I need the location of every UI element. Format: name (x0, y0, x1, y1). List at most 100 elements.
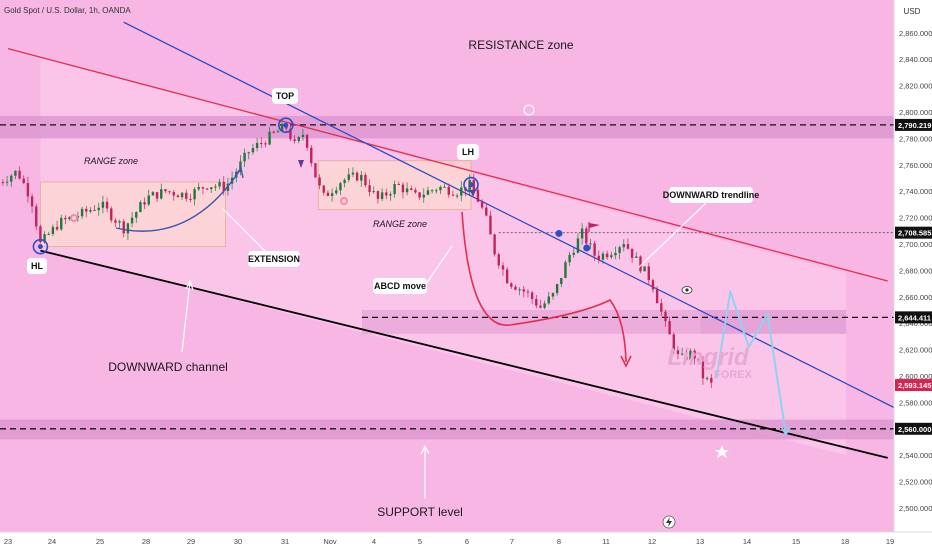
candle-body (14, 170, 17, 176)
candle-body (47, 233, 50, 235)
price-tick-label: 2,860.000 (899, 29, 932, 38)
candle-body (110, 208, 113, 221)
price-tick-label: 2,540.000 (899, 451, 932, 460)
candle-body (51, 226, 55, 234)
candle-body (18, 170, 21, 179)
candle-body (272, 131, 275, 133)
candle-body (293, 139, 296, 142)
candle-body (701, 361, 705, 379)
time-tick-label: 11 (602, 537, 610, 546)
candle-body (385, 192, 388, 196)
price-tag-label: 2,644.411 (898, 313, 931, 322)
candle-body (64, 217, 67, 220)
candle-body (80, 208, 84, 217)
candle-body (705, 377, 709, 379)
candle-body (93, 210, 96, 212)
time-tick-label: 24 (48, 537, 56, 546)
abcd-curve-head (620, 355, 632, 368)
candle-body (572, 252, 575, 255)
candle-body (351, 172, 355, 175)
candle-body (114, 220, 117, 223)
time-tick-label: 15 (792, 537, 800, 546)
support-level-label: SUPPORT level (377, 505, 463, 519)
candle-body (247, 152, 250, 154)
candle-body (5, 181, 9, 183)
candle-body (501, 265, 505, 270)
candle-body (685, 353, 688, 360)
candle-body (189, 198, 192, 200)
touch-point-1 (555, 229, 563, 237)
time-tick-label: Nov (323, 537, 337, 546)
candle-body (439, 186, 442, 191)
extension-label: EXTENSION (248, 254, 300, 264)
time-tick-label: 31 (281, 537, 289, 546)
price-axis[interactable]: 2,500.000 2,520.000 2,540.000 2,560.000 2,58… (893, 0, 932, 550)
candle-body (643, 266, 646, 272)
candle-body (43, 234, 46, 243)
candle-body (589, 243, 592, 245)
key-point-dot-top (283, 122, 289, 128)
candle-body (597, 255, 600, 260)
candle-body (222, 182, 225, 191)
candle-body (155, 192, 159, 199)
arrow-down-marker-1 (298, 160, 304, 168)
candle-body (139, 202, 142, 213)
candle-body (422, 194, 425, 198)
projection-arrowhead (781, 427, 791, 436)
top-label: TOP (276, 91, 294, 101)
candle-body (89, 210, 92, 212)
candle-body (672, 334, 675, 351)
key-points (32, 117, 591, 255)
time-axis[interactable]: 23 24 25 28 29 30 31 Nov 4 5 6 7 8 11 12 13 14 15 18 19 (0, 531, 932, 550)
price-tag-box (895, 118, 932, 131)
candle-body (639, 256, 642, 272)
candle-body (585, 228, 588, 244)
candle-body (697, 358, 700, 362)
candle-body (389, 194, 392, 196)
candle-body (668, 321, 671, 335)
candle-body (289, 128, 292, 140)
candle-body (310, 147, 313, 164)
time-tick-label: 23 (4, 537, 12, 546)
candle-body (435, 190, 438, 192)
trend-lines (0, 21, 916, 459)
hl-label: HL (31, 261, 43, 271)
time-tick-label: 28 (142, 537, 150, 546)
candle-body (118, 221, 121, 223)
time-tick-label: 8 (557, 537, 561, 546)
candle-body (710, 377, 713, 383)
callout-lh: LH (457, 144, 479, 160)
lightning-icon[interactable] (662, 515, 676, 529)
candle-body (489, 215, 492, 235)
candle-body (126, 223, 130, 234)
key-point-ring-hl (32, 238, 49, 255)
time-tick-label: 19 (886, 537, 894, 546)
resistance-band (0, 115, 894, 139)
candle-body (397, 184, 400, 186)
support-band (0, 419, 894, 440)
candle-body (443, 186, 446, 188)
time-tick-label: 30 (234, 537, 242, 546)
candle-body (430, 190, 434, 192)
candle-body (530, 292, 534, 300)
candle-body (135, 212, 138, 218)
candle-body (630, 248, 634, 258)
candle-body (122, 221, 125, 234)
candle-body (101, 201, 105, 208)
candle-body (26, 183, 30, 197)
range-zone-2-label: RANGE zone (373, 219, 427, 229)
time-tick-label: 18 (841, 537, 849, 546)
key-point-dot-hl (37, 244, 43, 250)
callout-trendline: DOWNWARD trendline (637, 187, 759, 269)
channel-arrow (181, 280, 191, 353)
trendline-support (40, 249, 888, 459)
resistance-zone-label: RESISTANCE zone (468, 38, 573, 52)
candle-body (297, 137, 300, 142)
time-tick-label: 12 (648, 537, 656, 546)
price-tick-label: 2,660.000 (899, 293, 932, 302)
candle-body (251, 148, 255, 153)
candle-body (76, 216, 80, 218)
candle-body (551, 293, 555, 297)
candle-body (426, 190, 430, 195)
